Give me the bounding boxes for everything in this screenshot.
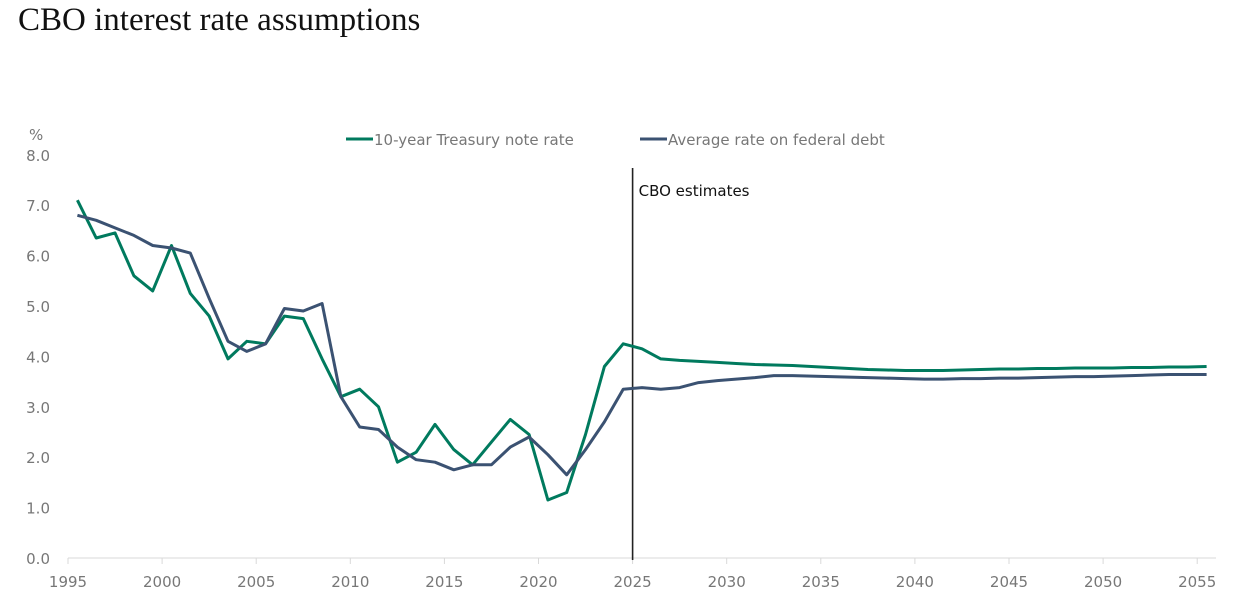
y-tick-label: 7.0 bbox=[26, 197, 50, 215]
x-tick-label: 2015 bbox=[425, 573, 463, 591]
x-tick-label: 2030 bbox=[708, 573, 746, 591]
x-tick-label: 2020 bbox=[519, 573, 557, 591]
chart-title: CBO interest rate assumptions bbox=[18, 2, 421, 38]
x-tick-label: 2025 bbox=[614, 573, 652, 591]
y-tick-label: 8.0 bbox=[26, 147, 50, 165]
x-tick-label: 2000 bbox=[143, 573, 181, 591]
x-tick-label: 2045 bbox=[990, 573, 1028, 591]
x-tick-label: 2005 bbox=[237, 573, 275, 591]
x-tick-label: 2040 bbox=[896, 573, 934, 591]
y-tick-label: 1.0 bbox=[26, 500, 50, 518]
y-tick-label: 3.0 bbox=[26, 399, 50, 417]
x-tick-label: 2035 bbox=[802, 573, 840, 591]
cbo-estimates-label: CBO estimates bbox=[639, 182, 750, 200]
x-tick-label: 2050 bbox=[1084, 573, 1122, 591]
y-tick-label: 5.0 bbox=[26, 298, 50, 316]
y-tick-label: 6.0 bbox=[26, 248, 50, 266]
y-axis-label: % bbox=[29, 126, 43, 144]
y-tick-label: 2.0 bbox=[26, 449, 50, 467]
x-tick-label: 2010 bbox=[331, 573, 369, 591]
x-tick-label: 1995 bbox=[49, 573, 87, 591]
legend-label: 10-year Treasury note rate bbox=[374, 131, 574, 149]
y-tick-label: 0.0 bbox=[26, 550, 50, 568]
y-tick-label: 4.0 bbox=[26, 348, 50, 366]
x-tick-label: 2055 bbox=[1178, 573, 1216, 591]
series-line-average-rate bbox=[77, 213, 1207, 477]
legend-label: Average rate on federal debt bbox=[668, 131, 885, 149]
